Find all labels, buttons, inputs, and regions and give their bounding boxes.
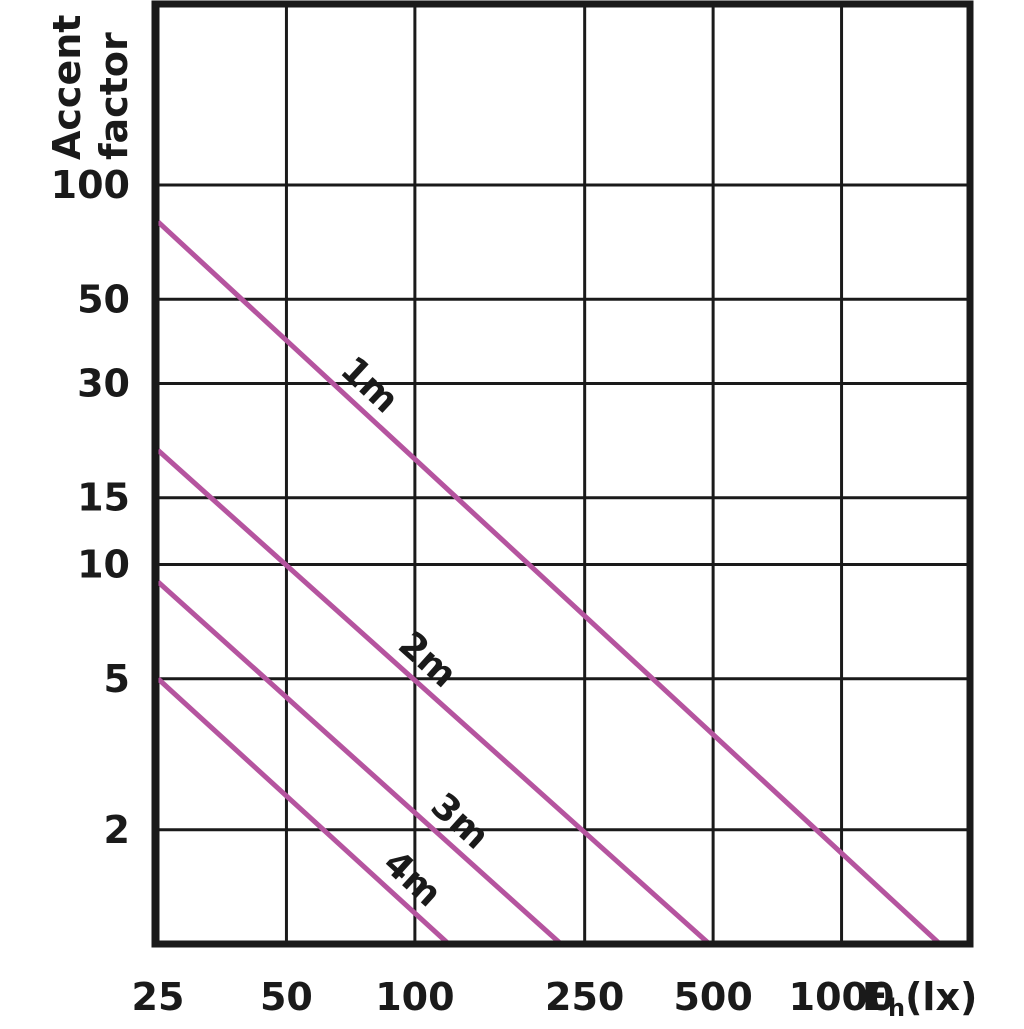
y-tick-label-10: 10 — [77, 543, 130, 587]
grid — [156, 4, 970, 944]
y-tick-label-15: 15 — [77, 476, 130, 520]
x-axis-title-main: E — [862, 975, 888, 1019]
series-line-2m — [156, 448, 712, 946]
x-tick-label-25: 25 — [132, 975, 185, 1019]
x-tick-label-250: 250 — [545, 975, 624, 1019]
y-tick-label-100: 100 — [51, 163, 130, 207]
y-axis-title-line1: Accent — [45, 15, 89, 160]
plot-frame — [151, 0, 974, 948]
x-axis-title-subscript: h — [888, 994, 905, 1022]
series-label-2m: 2m — [390, 624, 464, 696]
series-label-3m: 3m — [423, 785, 497, 857]
x-tick-label-50: 50 — [260, 975, 313, 1019]
y-tick-label-2: 2 — [104, 808, 130, 852]
series-group — [156, 219, 942, 946]
x-tick-label-100: 100 — [375, 975, 454, 1019]
series-label-1m: 1m — [333, 349, 407, 422]
series-line-1m — [156, 219, 942, 946]
x-tick-label-500: 500 — [673, 975, 752, 1019]
x-axis-title-unit: (lx) — [905, 975, 977, 1019]
y-axis-title-line2: factor — [92, 32, 136, 160]
x-tick-labels: 25 50 100 250 500 1000 — [132, 975, 895, 1019]
y-tick-labels: 2 5 10 15 30 50 100 — [51, 163, 130, 852]
x-axis-title: Eh(lx) — [862, 975, 977, 1022]
y-tick-label-50: 50 — [77, 277, 130, 321]
y-tick-label-5: 5 — [104, 657, 130, 701]
series-label-4m: 4m — [375, 843, 449, 915]
y-tick-label-30: 30 — [77, 361, 130, 405]
series-line-4m — [156, 676, 451, 946]
series-line-3m — [156, 580, 563, 946]
x-tick-label-1000: 1000 — [789, 975, 895, 1019]
